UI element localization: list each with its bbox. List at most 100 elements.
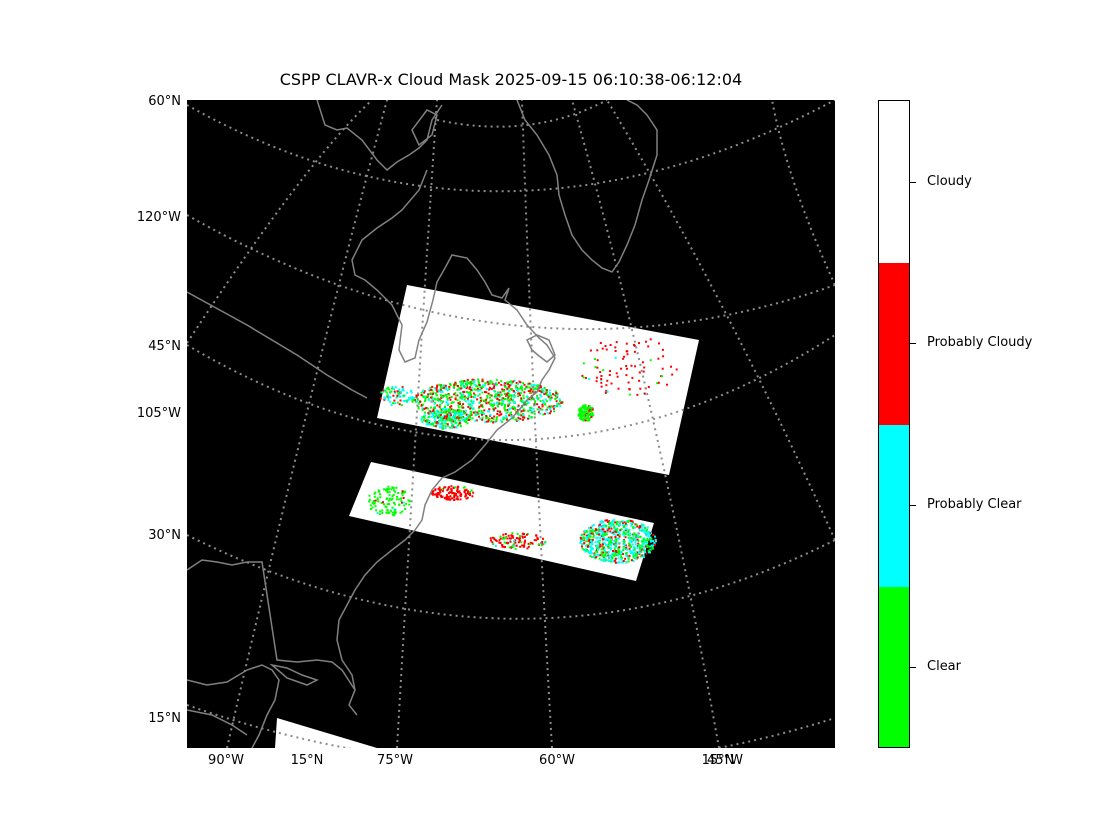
cloud-mask-pixel	[581, 545, 583, 548]
cloud-mask-pixel	[595, 528, 598, 531]
cloud-mask-pixel	[433, 425, 436, 427]
cloud-mask-pixel	[616, 554, 619, 557]
cloud-mask-pixel	[488, 410, 491, 413]
cloud-mask-pixel	[590, 532, 593, 535]
colorbar	[878, 100, 910, 748]
cloud-mask-pixel	[631, 520, 634, 523]
cloud-mask-pixel	[431, 422, 434, 424]
cloud-mask-pixel	[599, 523, 602, 526]
cloud-mask-pixel	[432, 423, 434, 426]
cloud-mask-pixel	[526, 547, 529, 550]
cloud-mask-pixel	[618, 541, 621, 544]
cloud-mask-pixel	[454, 409, 457, 412]
cloud-mask-pixel	[427, 423, 430, 426]
cloud-mask-pixel	[452, 410, 455, 413]
cloud-mask-pixel	[481, 380, 484, 383]
cloud-mask-pixel	[410, 391, 413, 394]
cloud-mask-pixel	[532, 383, 535, 386]
cloud-mask-pixel	[491, 399, 494, 402]
cloud-mask-pixel	[626, 548, 629, 551]
cloud-mask-pixel	[442, 384, 445, 387]
lat-label: 15°N	[148, 711, 181, 726]
cloud-mask-pixel	[558, 402, 561, 405]
cloud-mask-pixel	[428, 422, 431, 424]
cloud-mask-pixel	[394, 511, 397, 514]
cloud-mask-pixel	[488, 402, 491, 405]
cloud-mask-pixel	[619, 528, 622, 531]
cloud-mask-pixel	[553, 394, 556, 397]
cloud-mask-pixel	[612, 529, 615, 532]
cloud-mask-pixel	[439, 389, 442, 392]
cloud-mask-pixel	[506, 418, 508, 421]
cloud-mask-pixel	[592, 555, 595, 558]
cloud-mask-pixel	[477, 378, 480, 381]
cloud-mask-pixel	[589, 534, 592, 537]
cloud-mask-pixel	[400, 390, 403, 393]
cloud-mask-pixel	[539, 393, 542, 396]
cloud-mask-pixel	[471, 495, 474, 498]
cloud-mask-pixel	[528, 414, 531, 417]
cloud-mask-pixel	[396, 495, 398, 498]
cloud-mask-pixel	[651, 546, 654, 549]
cloud-mask-pixel	[480, 410, 483, 412]
cloud-mask-pixel	[527, 382, 530, 385]
cloud-mask-pixel	[643, 366, 646, 369]
cloud-mask-pixel	[636, 555, 639, 557]
cloud-mask-pixel	[521, 535, 524, 538]
cloud-mask-pixel	[502, 390, 505, 393]
cloud-mask-pixel	[605, 384, 608, 387]
cloud-mask-pixel	[468, 387, 471, 390]
cloud-mask-pixel	[403, 491, 406, 494]
cloud-mask-pixel	[638, 546, 641, 549]
cloud-mask-pixel	[601, 520, 603, 523]
cloud-mask-pixel	[390, 498, 393, 501]
cloud-mask-pixel	[636, 393, 639, 396]
cloud-mask-pixel	[615, 539, 618, 542]
cloud-mask-pixel	[589, 417, 592, 420]
cloud-mask-pixel	[424, 397, 427, 400]
cloud-mask-pixel	[387, 499, 390, 502]
cloud-mask-pixel	[623, 526, 625, 528]
cloud-mask-pixel	[396, 394, 399, 397]
cloud-mask-pixel	[612, 550, 614, 552]
cloud-mask-pixel	[657, 357, 660, 360]
cloud-mask-pixel	[491, 541, 494, 544]
cloud-mask-pixel	[603, 523, 606, 526]
cloud-mask-pixel	[430, 415, 433, 418]
cloud-mask-pixel	[582, 539, 585, 542]
cloud-mask-pixel	[479, 389, 482, 392]
cloud-mask-pixel	[588, 542, 591, 545]
cloud-mask-pixel	[612, 552, 615, 555]
cloud-mask-pixel	[670, 365, 672, 368]
cloud-mask-pixel	[490, 394, 493, 397]
cloud-mask-pixel	[599, 371, 602, 373]
cloud-mask-pixel	[642, 524, 645, 527]
cloud-mask-pixel	[444, 406, 446, 408]
cloud-mask-pixel	[530, 396, 533, 399]
cloud-mask-pixel	[613, 533, 616, 536]
cloud-mask-pixel	[422, 390, 424, 393]
cloud-mask-pixel	[629, 532, 632, 535]
cloud-mask-pixel	[446, 496, 448, 499]
cloud-mask-pixel	[486, 416, 489, 419]
cloud-mask-pixel	[591, 538, 594, 541]
cloud-mask-pixel	[453, 492, 456, 495]
cloud-mask-pixel	[432, 412, 434, 414]
cloud-mask-pixel	[472, 408, 474, 411]
cloud-mask-pixel	[436, 384, 439, 387]
cloud-mask-pixel	[610, 536, 613, 539]
cloud-mask-pixel	[486, 395, 489, 397]
cloud-mask-pixel	[451, 497, 454, 500]
cloud-mask-pixel	[467, 399, 470, 402]
cloud-mask-pixel	[583, 418, 586, 421]
cloud-mask-pixel	[596, 540, 599, 543]
cloud-mask-pixel	[496, 393, 499, 396]
cloud-mask-pixel	[486, 380, 489, 383]
cloud-mask-pixel	[440, 416, 443, 419]
cloud-mask-pixel	[558, 398, 561, 401]
cloud-mask-pixel	[599, 521, 602, 523]
cloud-mask-pixel	[632, 548, 635, 551]
cloud-mask-pixel	[536, 408, 539, 411]
cloud-mask-pixel	[615, 372, 618, 375]
cloud-mask-pixel	[489, 413, 492, 416]
